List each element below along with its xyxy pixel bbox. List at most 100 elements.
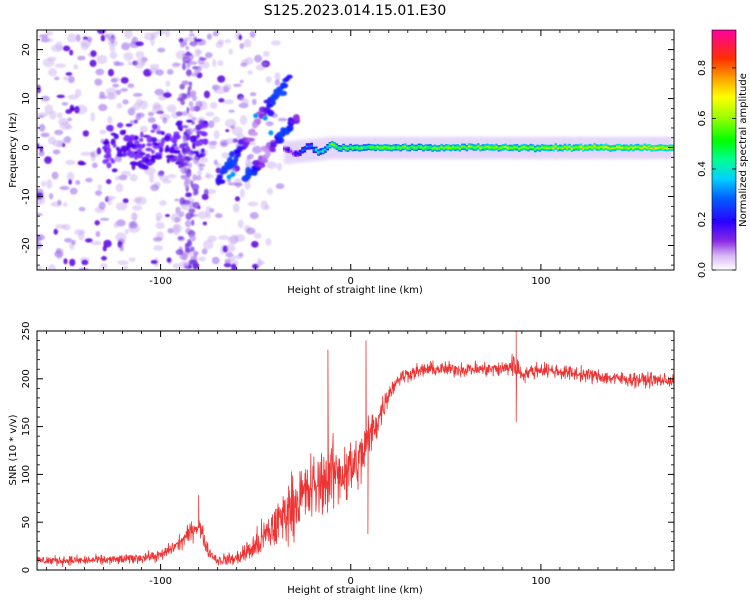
noise-blob bbox=[162, 92, 172, 98]
noise-blob-dense bbox=[200, 148, 205, 153]
tone-core-cell bbox=[654, 147, 658, 149]
tone-core-cell bbox=[524, 146, 528, 149]
rising-streak-blob bbox=[250, 131, 258, 137]
noise-blob bbox=[52, 149, 61, 155]
noise-blob bbox=[67, 94, 79, 100]
noise-blob bbox=[239, 188, 245, 198]
noise-blob-column bbox=[182, 160, 189, 164]
noise-blob-column bbox=[182, 139, 187, 144]
colorbar-gradient bbox=[711, 29, 737, 271]
tone-core-cell bbox=[360, 147, 364, 149]
noise-blob-column bbox=[186, 69, 192, 76]
tone-core-cell bbox=[492, 147, 496, 149]
noise-blob bbox=[253, 232, 262, 239]
noise-blob-column bbox=[193, 36, 197, 42]
noise-blob bbox=[42, 37, 54, 43]
noise-blob bbox=[266, 161, 278, 169]
noise-blob bbox=[265, 237, 272, 246]
noise-blob bbox=[274, 79, 280, 86]
noise-blob bbox=[46, 179, 53, 189]
noise-blob bbox=[227, 253, 236, 261]
noise-blob bbox=[173, 224, 180, 230]
tone-core-cell bbox=[438, 147, 441, 150]
noise-blob-dense bbox=[169, 137, 174, 142]
figure-title: S125.2023.014.15.01.E30 bbox=[264, 3, 447, 19]
spectrogram-y-tick-label: -10 bbox=[21, 188, 32, 204]
noise-blob bbox=[38, 195, 46, 205]
tone-core-cell bbox=[636, 146, 640, 148]
spectrogram-x-tick-label: 0 bbox=[348, 276, 354, 287]
noise-blob-column bbox=[189, 30, 194, 34]
noise-blob bbox=[277, 117, 288, 122]
noise-blob bbox=[80, 151, 92, 156]
noise-blob-dense bbox=[135, 154, 144, 159]
tone-core-cell bbox=[294, 152, 298, 155]
tone-core-cell bbox=[298, 152, 302, 154]
snr-x-tick-label: 0 bbox=[348, 576, 354, 587]
tone-core-cell bbox=[506, 147, 510, 149]
noise-blob bbox=[50, 44, 63, 53]
noise-blob-dense bbox=[154, 154, 163, 160]
noise-blob bbox=[222, 83, 232, 91]
snr-x-tick-label: -100 bbox=[149, 576, 172, 587]
tone-core-cell bbox=[540, 146, 544, 149]
tone-core-cell bbox=[609, 147, 612, 150]
noise-blob-dense bbox=[175, 122, 180, 126]
noise-blob bbox=[153, 245, 164, 251]
colorbar-tick-label: 0.4 bbox=[697, 161, 708, 177]
noise-blob bbox=[39, 34, 49, 38]
noise-blob-dense bbox=[158, 146, 164, 153]
tone-core-cell bbox=[472, 146, 475, 149]
noise-blob bbox=[119, 244, 124, 252]
noise-blob bbox=[51, 171, 59, 180]
noise-blob-column bbox=[188, 208, 196, 214]
noise-blob-column bbox=[188, 33, 195, 37]
tone-core-cell bbox=[319, 150, 323, 153]
noise-blob bbox=[56, 94, 65, 99]
noise-blob bbox=[275, 183, 285, 190]
tone-core-cell bbox=[285, 148, 288, 151]
noise-blob bbox=[59, 185, 70, 191]
tone-core-cell bbox=[588, 146, 592, 148]
tone-core-cell bbox=[387, 146, 391, 149]
noise-blob bbox=[120, 87, 129, 92]
noise-blob bbox=[206, 213, 211, 219]
tone-core-cell bbox=[597, 146, 601, 149]
noise-blob bbox=[166, 257, 172, 263]
tone-core-cell bbox=[549, 147, 553, 149]
snr-y-tick-label: 50 bbox=[21, 516, 32, 529]
spectrogram-x-tick-labels: -100 0 100 bbox=[149, 276, 550, 287]
noise-blob-column bbox=[195, 175, 202, 181]
tone-core-cell bbox=[622, 146, 626, 149]
noise-blob bbox=[217, 60, 224, 67]
noise-blob bbox=[165, 80, 171, 87]
noise-blob-column bbox=[190, 219, 195, 226]
noise-blob-dense bbox=[137, 143, 145, 150]
noise-blob bbox=[100, 263, 108, 269]
noise-blob-column bbox=[175, 206, 181, 214]
tone-core-cell bbox=[531, 146, 535, 149]
noise-blob-column bbox=[172, 155, 180, 162]
tone-core-cell bbox=[664, 147, 667, 149]
tone-core-cell bbox=[545, 147, 548, 149]
rising-streak-blob bbox=[220, 167, 228, 174]
noise-blob bbox=[58, 117, 69, 126]
tone-core-cell bbox=[415, 147, 418, 149]
tone-core-cell bbox=[417, 145, 421, 148]
noise-blob bbox=[247, 201, 259, 207]
tone-core-cell bbox=[292, 152, 295, 155]
noise-blob bbox=[270, 40, 281, 46]
noise-blob bbox=[115, 183, 124, 193]
tone-core-cell bbox=[577, 146, 580, 149]
snr-x-tick-labels: -100 0 100 bbox=[149, 576, 550, 587]
noise-blob bbox=[172, 263, 181, 269]
noise-blob-dense bbox=[113, 133, 119, 140]
noise-blob bbox=[107, 115, 113, 124]
noise-blob bbox=[120, 76, 129, 84]
noise-blob bbox=[109, 51, 118, 60]
noise-blob bbox=[167, 228, 175, 234]
noise-blob bbox=[238, 34, 243, 41]
tone-core-cell bbox=[538, 147, 542, 150]
noise-blob bbox=[134, 58, 145, 69]
